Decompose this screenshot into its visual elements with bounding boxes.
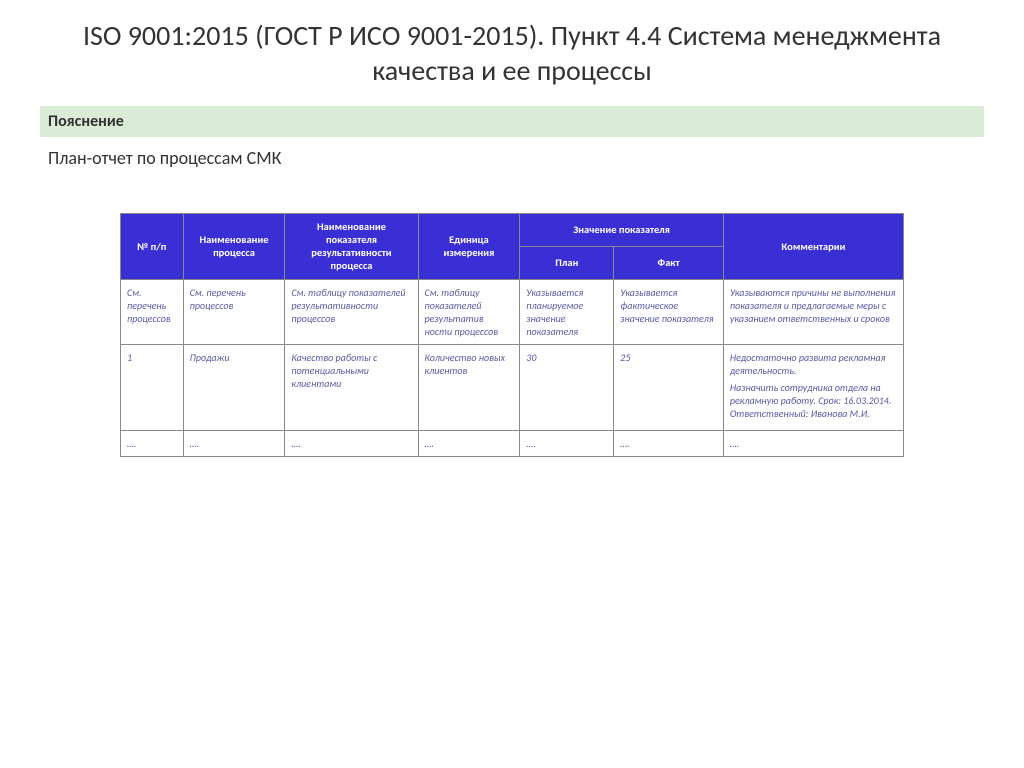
th-plan: План	[520, 246, 614, 279]
cell-ind: См. таблицу показателей результативности…	[285, 279, 418, 344]
cell-unit: См. таблицу показателей результатив ност…	[418, 279, 520, 344]
cell-unit: ….	[418, 430, 520, 456]
table-row: 1 Продажи Качество работы с потенциальны…	[121, 344, 904, 430]
cell-unit: Количество новых клиентов	[418, 344, 520, 430]
th-num: № п/п	[121, 214, 184, 280]
cell-plan: Указывается планируемое значение показат…	[520, 279, 614, 344]
th-ind: Наименование показателя результативности…	[285, 214, 418, 280]
cell-name: См. перечень процессов	[183, 279, 285, 344]
comm-line: Назначить сотрудника отдела на рекламную…	[730, 381, 897, 420]
th-name: Наименование процесса	[183, 214, 285, 280]
page-title: ISO 9001:2015 (ГОСТ Р ИСО 9001-2015). Пу…	[0, 0, 1024, 100]
th-fact: Факт	[614, 246, 724, 279]
cell-num: См. перечень процессов	[121, 279, 184, 344]
cell-name: ….	[183, 430, 285, 456]
cell-ind: Качество работы с потенциальными клиента…	[285, 344, 418, 430]
explanation-header: Пояснение	[40, 106, 984, 137]
cell-ind: ….	[285, 430, 418, 456]
cell-plan: 30	[520, 344, 614, 430]
th-comm: Комментарии	[723, 214, 903, 280]
process-table: № п/п Наименование процесса Наименование…	[120, 213, 904, 457]
table-row: …. …. …. …. …. …. ….	[121, 430, 904, 456]
explanation-block: Пояснение План-отчет по процессам СМК	[30, 100, 994, 183]
cell-comm: ….	[723, 430, 903, 456]
comm-line: Недостаточно развита рекламная деятельно…	[730, 351, 897, 377]
cell-fact: Указывается фактическое значение показат…	[614, 279, 724, 344]
cell-comm: Недостаточно развита рекламная деятельно…	[723, 344, 903, 430]
cell-plan: ….	[520, 430, 614, 456]
table-row: См. перечень процессов См. перечень проц…	[121, 279, 904, 344]
th-unit: Единица измерения	[418, 214, 520, 280]
cell-fact: 25	[614, 344, 724, 430]
cell-name: Продажи	[183, 344, 285, 430]
cell-fact: ….	[614, 430, 724, 456]
th-value-group: Значение показателя	[520, 214, 724, 247]
explanation-body: План-отчет по процессам СМК	[40, 137, 984, 173]
cell-num: 1	[121, 344, 184, 430]
cell-comm: Указываются причины не выполнения показа…	[723, 279, 903, 344]
cell-num: ….	[121, 430, 184, 456]
